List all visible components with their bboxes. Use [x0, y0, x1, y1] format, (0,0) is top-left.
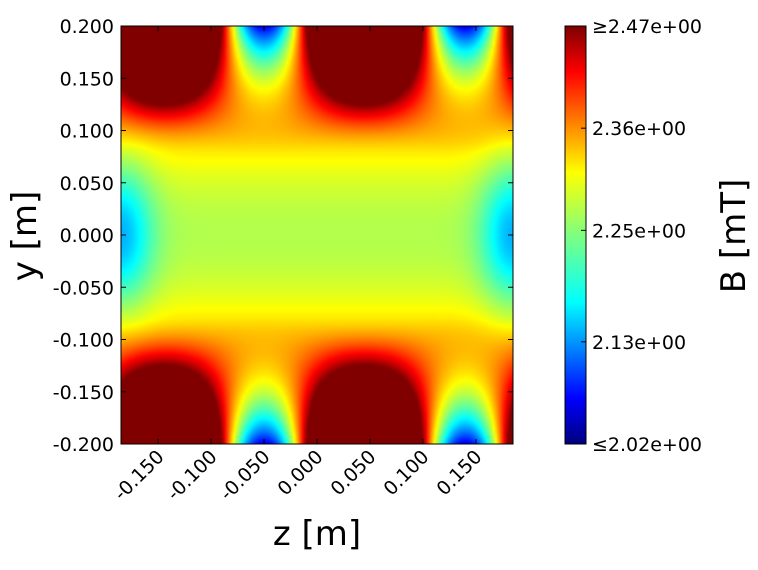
x-tick-label: -0.050: [216, 446, 275, 505]
y-tick-label: -0.050: [53, 277, 114, 299]
y-tick-label: -0.150: [53, 382, 114, 404]
colorbar-tick-label: 2.36e+00: [592, 118, 686, 140]
x-tick-label: -0.150: [110, 446, 169, 505]
colorbar: [564, 25, 587, 445]
y-axis-label: y [m]: [5, 191, 45, 282]
colorbar-tick-label: ≥2.47e+00: [592, 16, 702, 38]
y-tick-label: 0.150: [60, 68, 114, 90]
x-tick-label: 0.100: [379, 446, 433, 500]
x-axis-label: z [m]: [273, 514, 361, 554]
y-tick-label: -0.100: [53, 330, 114, 352]
colorbar-tick-label: 2.13e+00: [592, 332, 686, 354]
y-tick-label: 0.100: [60, 121, 114, 143]
y-tick-label: -0.200: [53, 434, 114, 456]
y-axis-ticks: 0.200 0.150 0.100 0.050 0.000 -0.050 -0.100 -0.…: [53, 16, 513, 456]
x-tick-label: -0.100: [163, 446, 222, 505]
colorbar-tick-label: ≤2.02e+00: [592, 434, 702, 456]
x-tick-label: 0.000: [274, 446, 328, 500]
colorbar-ticks: ≥2.47e+00 2.36e+00 2.25e+00 2.13e+00 ≤2.02e+…: [581, 16, 702, 456]
y-tick-label: 0.050: [60, 173, 114, 195]
colorbar-tick-label: 2.25e+00: [592, 220, 686, 242]
colorbar-label: B [mT]: [714, 179, 754, 294]
y-tick-label: 0.200: [60, 16, 114, 38]
x-tick-label: 0.150: [432, 446, 486, 500]
x-tick-label: 0.050: [326, 446, 380, 500]
heatmap-field: [121, 26, 513, 444]
y-tick-label: 0.000: [60, 225, 114, 247]
